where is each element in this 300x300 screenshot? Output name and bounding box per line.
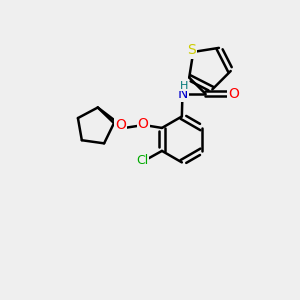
Text: O: O (115, 118, 126, 132)
Text: O: O (138, 117, 148, 131)
Text: S: S (188, 44, 196, 58)
Text: O: O (229, 87, 239, 101)
Text: H: H (180, 80, 188, 91)
Text: N: N (177, 87, 188, 101)
Text: Cl: Cl (136, 154, 148, 167)
